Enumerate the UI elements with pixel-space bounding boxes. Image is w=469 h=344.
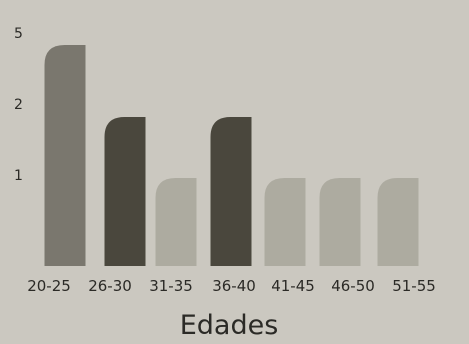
x-category-label: 26-30: [88, 277, 132, 295]
bar-26-30: [104, 117, 146, 266]
bar-41-45: [264, 178, 306, 266]
x-category-label: 41-45: [271, 277, 315, 295]
y-tick-labels: 1 2 5: [14, 26, 23, 184]
bar-36-40: [210, 117, 252, 266]
bar-51-55: [377, 178, 419, 266]
bar-20-25: [44, 45, 86, 266]
x-category-labels: 20-25 26-30 31-35 36-40 41-45 46-50 51-55: [27, 277, 436, 295]
y-tick-label: 2: [14, 97, 23, 113]
x-axis-title: Edades: [180, 310, 279, 341]
bars: [44, 45, 419, 266]
x-category-label: 46-50: [331, 277, 375, 295]
bar-46-50: [319, 178, 361, 266]
x-category-label: 51-55: [392, 277, 436, 295]
x-category-label: 36-40: [212, 277, 256, 295]
y-tick-label: 1: [14, 168, 23, 184]
x-category-label: 20-25: [27, 277, 71, 295]
bar-31-35: [155, 178, 197, 266]
y-tick-label: 5: [14, 26, 23, 42]
x-category-label: 31-35: [149, 277, 193, 295]
